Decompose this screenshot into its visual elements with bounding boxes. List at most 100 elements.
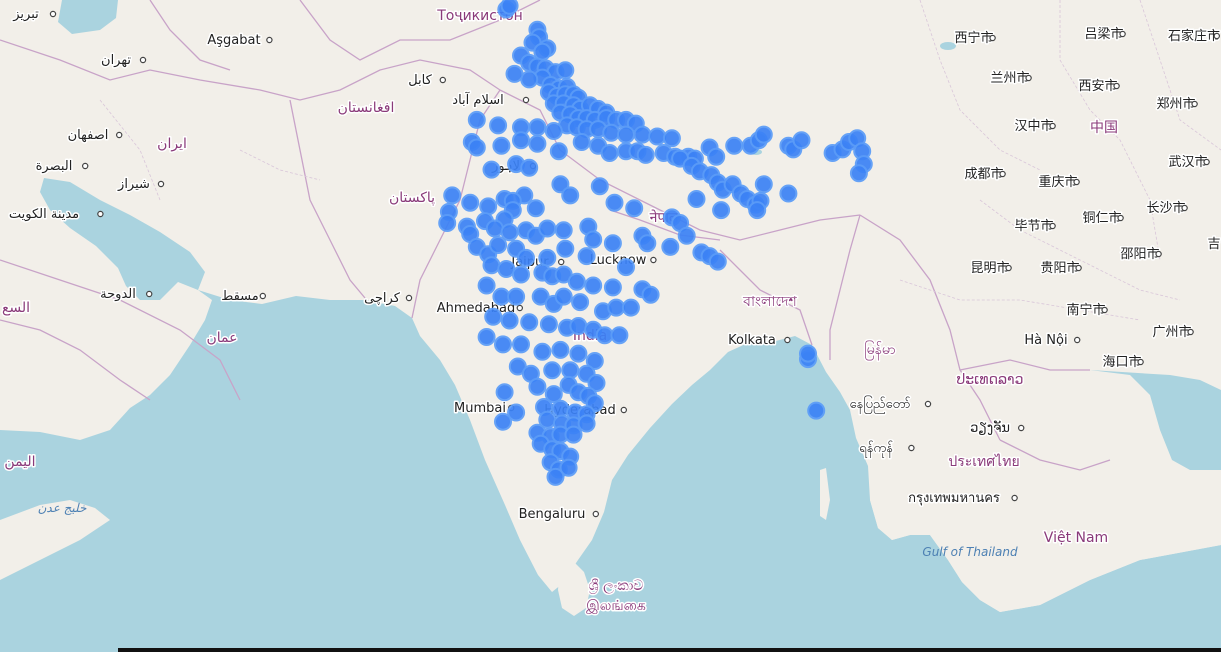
location-marker[interactable] bbox=[564, 425, 583, 444]
location-marker[interactable] bbox=[603, 234, 622, 253]
location-marker[interactable] bbox=[556, 61, 575, 80]
location-marker[interactable] bbox=[533, 342, 552, 361]
location-marker[interactable] bbox=[494, 335, 512, 354]
location-marker[interactable] bbox=[590, 177, 609, 196]
location-marker[interactable] bbox=[584, 230, 603, 249]
location-marker[interactable] bbox=[467, 138, 486, 157]
location-marker[interactable] bbox=[538, 248, 557, 267]
location-marker[interactable] bbox=[662, 129, 681, 148]
location-marker[interactable] bbox=[520, 158, 539, 177]
location-marker[interactable] bbox=[520, 313, 539, 332]
location-marker[interactable] bbox=[625, 199, 644, 218]
marker-layer[interactable] bbox=[438, 0, 873, 486]
location-marker[interactable] bbox=[482, 160, 501, 179]
location-marker[interactable] bbox=[559, 458, 578, 477]
location-marker[interactable] bbox=[512, 335, 530, 354]
location-marker[interactable] bbox=[648, 127, 667, 146]
location-marker[interactable] bbox=[551, 340, 570, 359]
location-marker[interactable] bbox=[549, 142, 568, 161]
location-marker[interactable] bbox=[546, 467, 565, 486]
location-marker[interactable] bbox=[807, 401, 826, 420]
location-marker[interactable] bbox=[610, 326, 629, 345]
location-marker[interactable] bbox=[520, 70, 539, 89]
location-marker[interactable] bbox=[461, 193, 480, 212]
location-marker[interactable] bbox=[477, 328, 496, 346]
location-marker[interactable] bbox=[849, 164, 868, 183]
location-marker[interactable] bbox=[544, 122, 563, 140]
location-marker[interactable] bbox=[569, 344, 588, 363]
location-marker[interactable] bbox=[492, 287, 511, 306]
location-marker[interactable] bbox=[507, 287, 526, 306]
location-marker[interactable] bbox=[528, 118, 547, 137]
location-marker[interactable] bbox=[779, 184, 798, 203]
location-marker[interactable] bbox=[500, 0, 519, 15]
location-marker[interactable] bbox=[443, 186, 462, 205]
location-marker[interactable] bbox=[551, 399, 570, 418]
location-marker[interactable] bbox=[533, 42, 552, 61]
location-marker[interactable] bbox=[603, 278, 622, 297]
location-marker[interactable] bbox=[517, 248, 535, 267]
location-marker[interactable] bbox=[556, 239, 575, 258]
location-marker[interactable] bbox=[494, 412, 512, 431]
location-marker[interactable] bbox=[754, 175, 773, 194]
location-marker[interactable] bbox=[584, 276, 603, 295]
location-marker[interactable] bbox=[725, 136, 744, 155]
location-marker[interactable] bbox=[792, 131, 811, 150]
location-marker[interactable] bbox=[526, 199, 545, 218]
location-marker[interactable] bbox=[600, 144, 619, 162]
location-marker[interactable] bbox=[495, 383, 514, 402]
location-marker[interactable] bbox=[602, 123, 621, 142]
location-marker[interactable] bbox=[497, 260, 516, 278]
location-marker[interactable] bbox=[577, 247, 596, 266]
location-marker[interactable] bbox=[712, 201, 731, 220]
location-marker[interactable] bbox=[638, 234, 657, 253]
location-marker[interactable] bbox=[554, 287, 573, 306]
location-marker[interactable] bbox=[489, 116, 508, 135]
location-marker[interactable] bbox=[687, 190, 706, 208]
location-marker[interactable] bbox=[748, 201, 767, 220]
location-marker[interactable] bbox=[677, 226, 696, 245]
location-marker[interactable] bbox=[477, 276, 496, 295]
location-marker[interactable] bbox=[528, 134, 547, 153]
location-marker[interactable] bbox=[585, 352, 604, 370]
location-marker[interactable] bbox=[528, 377, 547, 396]
location-marker[interactable] bbox=[512, 131, 530, 150]
location-marker[interactable] bbox=[485, 219, 504, 238]
location-marker[interactable] bbox=[438, 214, 457, 232]
location-marker[interactable] bbox=[577, 414, 596, 433]
location-marker[interactable] bbox=[539, 315, 558, 334]
location-marker[interactable] bbox=[538, 219, 557, 238]
location-marker[interactable] bbox=[561, 361, 580, 380]
location-marker[interactable] bbox=[617, 258, 635, 277]
location-marker[interactable] bbox=[500, 223, 519, 242]
location-marker[interactable] bbox=[507, 403, 526, 422]
location-marker[interactable] bbox=[587, 374, 606, 392]
location-marker[interactable] bbox=[492, 136, 511, 155]
location-marker[interactable] bbox=[571, 293, 590, 312]
location-marker[interactable] bbox=[633, 125, 652, 144]
location-marker[interactable] bbox=[799, 344, 817, 363]
location-marker[interactable] bbox=[567, 272, 586, 291]
location-marker[interactable] bbox=[484, 307, 503, 326]
location-marker[interactable] bbox=[554, 221, 573, 240]
location-marker[interactable] bbox=[617, 125, 635, 144]
location-marker[interactable] bbox=[482, 256, 501, 275]
location-marker[interactable] bbox=[489, 236, 508, 254]
location-marker[interactable] bbox=[500, 311, 519, 330]
location-marker[interactable] bbox=[551, 175, 570, 194]
location-marker[interactable] bbox=[505, 64, 524, 83]
location-marker[interactable] bbox=[708, 252, 727, 271]
location-marker[interactable] bbox=[661, 237, 680, 256]
location-marker[interactable] bbox=[561, 186, 580, 205]
location-marker[interactable] bbox=[467, 110, 486, 129]
location-marker[interactable] bbox=[569, 317, 588, 335]
location-marker[interactable] bbox=[595, 326, 614, 345]
location-marker[interactable] bbox=[512, 265, 530, 284]
location-marker[interactable] bbox=[479, 197, 498, 216]
location-marker[interactable] bbox=[707, 147, 726, 166]
location-marker[interactable] bbox=[641, 285, 660, 304]
location-marker[interactable] bbox=[754, 125, 773, 144]
location-marker[interactable] bbox=[543, 361, 562, 380]
